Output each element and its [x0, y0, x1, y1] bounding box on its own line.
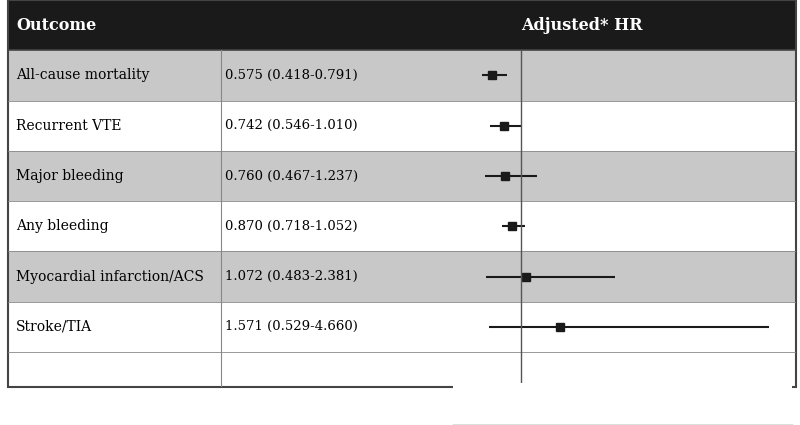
- Bar: [8, 101, 796, 151]
- Text: Any bleeding: Any bleeding: [16, 219, 109, 233]
- Text: All-cause mortality: All-cause mortality: [16, 68, 150, 82]
- Text: 0.760 (0.467-1.237): 0.760 (0.467-1.237): [225, 170, 358, 182]
- Text: 1.072 (0.483-2.381): 1.072 (0.483-2.381): [225, 270, 358, 283]
- Text: Adjusted* HR: Adjusted* HR: [522, 17, 642, 34]
- Bar: [8, 151, 796, 201]
- Text: Myocardial infarction/ACS: Myocardial infarction/ACS: [16, 269, 204, 283]
- Bar: [8, 201, 796, 252]
- Bar: [8, 252, 796, 302]
- Text: 0.575 (0.418-0.791): 0.575 (0.418-0.791): [225, 69, 358, 82]
- Text: 0.870 (0.718-1.052): 0.870 (0.718-1.052): [225, 220, 358, 233]
- Text: Recurrent VTE: Recurrent VTE: [16, 119, 122, 133]
- Bar: [8, 302, 796, 352]
- Text: 0.742 (0.546-1.010): 0.742 (0.546-1.010): [225, 119, 358, 132]
- Text: 1.571 (0.529-4.660): 1.571 (0.529-4.660): [225, 320, 358, 333]
- Bar: [8, 0, 796, 50]
- Text: Outcome: Outcome: [16, 17, 96, 34]
- Text: Stroke/TIA: Stroke/TIA: [16, 320, 92, 334]
- Text: Major bleeding: Major bleeding: [16, 169, 123, 183]
- Bar: [8, 50, 796, 101]
